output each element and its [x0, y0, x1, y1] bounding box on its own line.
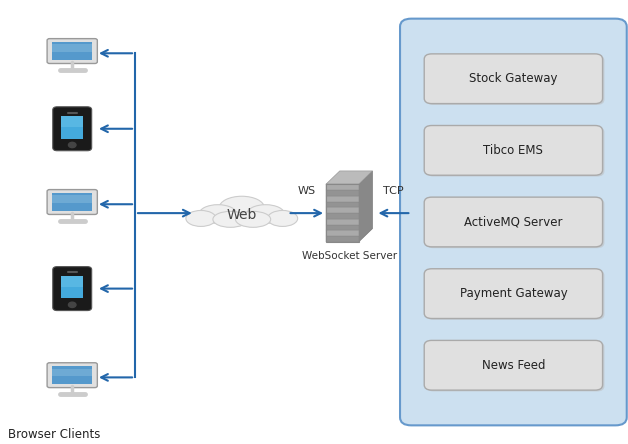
Bar — [326, 230, 359, 236]
Text: Stock Gateway: Stock Gateway — [469, 72, 558, 85]
Ellipse shape — [236, 211, 271, 227]
Text: ActiveMQ Server: ActiveMQ Server — [464, 215, 563, 229]
Text: Tibco EMS: Tibco EMS — [484, 144, 543, 157]
FancyBboxPatch shape — [62, 276, 83, 287]
FancyBboxPatch shape — [53, 107, 92, 151]
Text: TCP: TCP — [383, 186, 404, 196]
FancyBboxPatch shape — [426, 270, 605, 320]
Ellipse shape — [219, 196, 264, 219]
FancyBboxPatch shape — [62, 116, 83, 139]
Bar — [326, 207, 359, 213]
Text: Browser Clients: Browser Clients — [8, 428, 100, 441]
FancyBboxPatch shape — [52, 369, 92, 376]
FancyBboxPatch shape — [425, 126, 603, 175]
FancyBboxPatch shape — [62, 276, 83, 298]
Bar — [326, 236, 359, 242]
Ellipse shape — [199, 205, 237, 223]
FancyBboxPatch shape — [52, 366, 92, 384]
FancyBboxPatch shape — [426, 198, 605, 248]
Bar — [326, 184, 359, 242]
FancyBboxPatch shape — [426, 342, 605, 392]
FancyBboxPatch shape — [425, 197, 603, 247]
Ellipse shape — [247, 205, 284, 223]
Text: WS: WS — [298, 186, 316, 196]
Polygon shape — [359, 171, 372, 242]
FancyBboxPatch shape — [425, 341, 603, 390]
FancyBboxPatch shape — [52, 42, 92, 60]
Bar — [326, 190, 359, 196]
Bar — [326, 213, 359, 219]
Text: Payment Gateway: Payment Gateway — [460, 287, 567, 300]
FancyBboxPatch shape — [52, 44, 92, 52]
Bar — [326, 219, 359, 225]
Circle shape — [68, 143, 76, 148]
FancyBboxPatch shape — [52, 195, 92, 203]
Circle shape — [68, 302, 76, 308]
FancyBboxPatch shape — [425, 269, 603, 318]
Bar — [326, 196, 359, 202]
Text: News Feed: News Feed — [482, 359, 545, 372]
Text: WebSocket Server: WebSocket Server — [301, 251, 397, 261]
FancyBboxPatch shape — [400, 19, 627, 425]
Ellipse shape — [268, 210, 298, 226]
Text: Web: Web — [227, 208, 257, 222]
Bar — [326, 184, 359, 190]
FancyBboxPatch shape — [52, 193, 92, 211]
Bar — [326, 202, 359, 207]
FancyBboxPatch shape — [47, 39, 97, 63]
Ellipse shape — [186, 210, 216, 226]
FancyBboxPatch shape — [62, 116, 83, 127]
Bar — [326, 225, 359, 230]
FancyBboxPatch shape — [425, 54, 603, 103]
FancyBboxPatch shape — [426, 55, 605, 105]
Polygon shape — [326, 171, 372, 184]
FancyBboxPatch shape — [47, 363, 97, 388]
FancyBboxPatch shape — [47, 190, 97, 214]
FancyBboxPatch shape — [53, 266, 92, 311]
FancyBboxPatch shape — [426, 127, 605, 177]
Ellipse shape — [213, 211, 248, 227]
